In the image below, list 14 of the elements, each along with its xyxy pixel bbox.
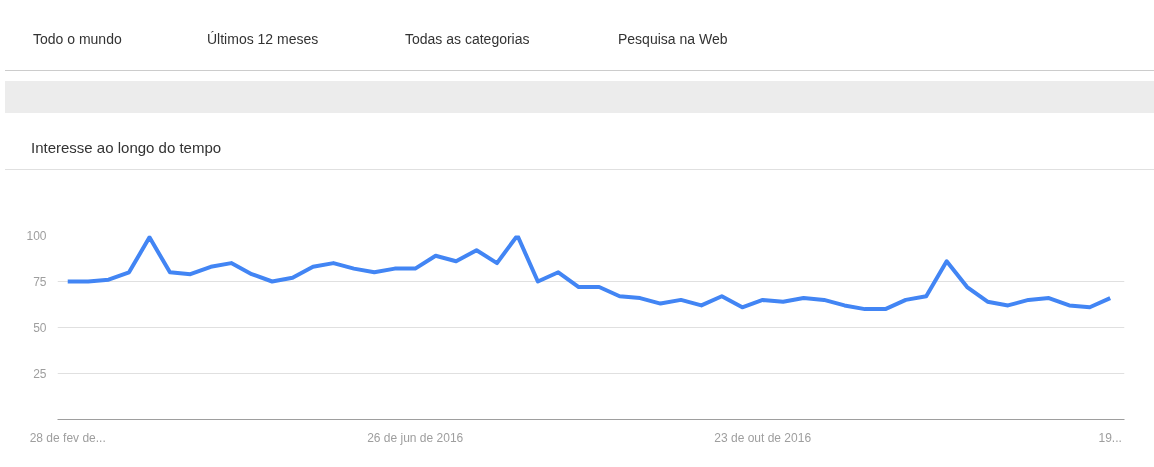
x-tick-label: 23 de out de 2016 [714, 430, 812, 445]
text: Todo o mundo [33, 30, 123, 49]
x-tick-label: 19... [1098, 430, 1122, 445]
line-series [65, 235, 1113, 312]
chart-title: Interesse ao longo do tempo [30, 138, 222, 158]
y-tick-label: 50 [33, 321, 47, 335]
text: Últimos 12 meses [207, 30, 320, 49]
text: Pesquisa na Web [618, 30, 729, 49]
y-tick-label: 75 [33, 275, 47, 289]
x-tick-label: 28 de fev de... [29, 430, 106, 445]
text: Todas as categorias [405, 30, 531, 49]
y-tick-label: 100 [26, 229, 47, 243]
y-tick-label: 25 [33, 367, 47, 381]
x-tick-label: 26 de jun de 2016 [367, 430, 464, 445]
